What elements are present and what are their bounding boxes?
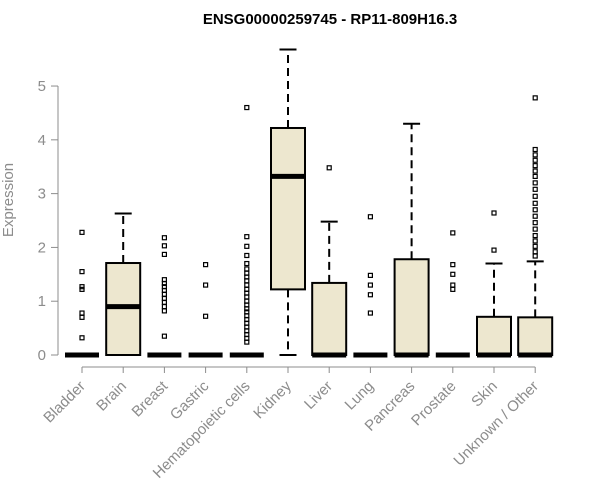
outlier-point [244, 234, 250, 240]
outlier-point [532, 168, 538, 174]
y-axis: 0 1 2 3 4 5 [38, 78, 59, 364]
y-tick-label: 0 [38, 347, 46, 364]
box-group [229, 104, 264, 358]
outlier-point [532, 193, 538, 199]
box-group [188, 262, 223, 358]
outlier-point [491, 210, 497, 216]
x-tick-label: Liver [301, 378, 336, 413]
outlier-point [450, 230, 456, 236]
outlier-point [532, 226, 538, 232]
outlier-point [244, 243, 250, 249]
outlier-point [450, 286, 456, 292]
box-group [105, 212, 142, 356]
box-group [311, 165, 348, 358]
outlier-point [244, 260, 250, 267]
x-tick-label: Prostate [408, 378, 460, 430]
outlier-point [79, 286, 85, 292]
outlier-point [532, 238, 538, 244]
outlier-point [79, 229, 85, 235]
y-tick-label: 4 [38, 132, 46, 149]
outlier-point [450, 262, 456, 268]
box-iqr [476, 315, 512, 356]
outlier-point [532, 157, 538, 163]
outlier-point [532, 232, 538, 239]
outlier-point [532, 152, 538, 158]
box-group [353, 214, 388, 358]
outlier-point [367, 214, 373, 220]
outlier-point [367, 282, 373, 288]
outlier-point [532, 186, 538, 192]
outlier-point [161, 235, 167, 241]
box-group [476, 210, 512, 358]
outlier-point [161, 303, 167, 310]
y-tick-label: 2 [38, 239, 46, 256]
outlier-point [532, 220, 538, 226]
box-iqr [393, 258, 430, 357]
outlier-point [532, 249, 538, 255]
outlier-point [532, 146, 538, 153]
x-tick-label: Brain [93, 378, 130, 415]
outlier-point [367, 292, 373, 298]
outlier-point [244, 252, 250, 259]
x-tick-label: Kidney [250, 377, 295, 422]
x-tick-label: Lung [342, 378, 378, 414]
outlier-point [161, 280, 167, 287]
y-tick-label: 3 [38, 186, 46, 203]
box-iqr [270, 126, 306, 291]
outlier-point [244, 306, 250, 312]
outlier-point [203, 282, 209, 288]
outlier-point [244, 104, 250, 111]
outlier-point [326, 165, 332, 171]
outlier-point [244, 339, 250, 345]
box-group [65, 229, 99, 358]
box-group [435, 230, 470, 358]
y-tick-label: 1 [38, 293, 46, 310]
y-axis-label: Expression [0, 163, 17, 237]
outlier-point [161, 308, 167, 314]
outlier-point [79, 284, 85, 290]
outlier-point [532, 207, 538, 213]
outlier-point [203, 262, 209, 268]
outlier-point [367, 310, 373, 316]
outlier-point [532, 200, 538, 206]
box-iqr [311, 281, 348, 356]
outlier-point [491, 247, 497, 253]
outlier-point [532, 163, 538, 169]
outlier-point [244, 266, 250, 272]
box-group [270, 48, 306, 356]
outlier-point [367, 272, 373, 278]
outlier-point [532, 213, 538, 219]
box-group [393, 122, 430, 358]
y-tick-label: 5 [38, 78, 46, 95]
outlier-point [79, 269, 85, 275]
outlier-point [244, 282, 250, 288]
outlier-point [450, 282, 456, 288]
box-series [65, 48, 554, 358]
outlier-point [79, 335, 85, 341]
outlier-point [450, 271, 456, 277]
outlier-point [532, 95, 538, 101]
box-group [147, 235, 182, 358]
outlier-point [532, 243, 538, 249]
box-iqr [517, 316, 554, 356]
outlier-point [161, 333, 167, 339]
outlier-point [161, 243, 167, 249]
x-tick-label: Breast [129, 377, 172, 420]
outlier-point [532, 180, 538, 186]
outlier-point [532, 253, 538, 259]
chart-title: ENSG00000259745 - RP11-809H16.3 [203, 11, 457, 28]
outlier-point [532, 173, 538, 180]
outlier-point [79, 310, 85, 316]
x-tick-label: Skin [468, 378, 501, 411]
outlier-point [203, 313, 209, 319]
outlier-point [161, 251, 167, 258]
box-group [517, 95, 554, 358]
outlier-point [79, 314, 85, 320]
x-tick-label: Bladder [40, 378, 89, 427]
